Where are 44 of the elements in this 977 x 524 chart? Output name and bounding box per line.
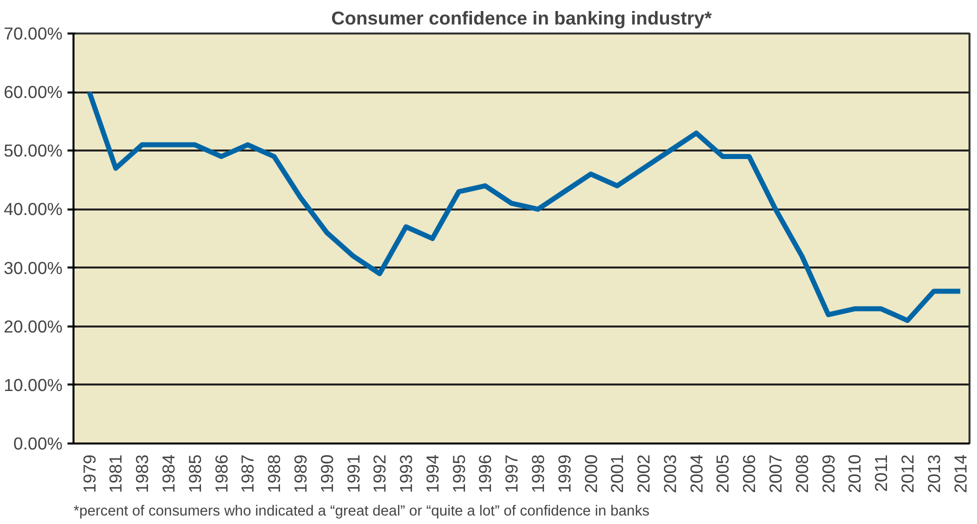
x-tick-label: 1981 <box>106 454 126 494</box>
y-tick-label: 50.00% <box>4 140 63 161</box>
y-tick-label: 20.00% <box>4 316 63 336</box>
x-tick-label: 1997 <box>502 454 522 494</box>
x-tick-label: 1993 <box>396 454 416 494</box>
x-tick-label: 1979 <box>79 454 100 494</box>
x-tick-label: 1992 <box>370 454 390 494</box>
y-tick-label: 40.00% <box>4 199 63 220</box>
x-tick-label: 1986 <box>211 454 232 494</box>
x-tick-label: 2004 <box>686 454 706 494</box>
x-tick-label: 1988 <box>264 454 284 494</box>
x-tick-label: 1996 <box>475 454 496 494</box>
y-tick-label: 30.00% <box>4 258 63 278</box>
x-tick-label: 2002 <box>634 454 654 494</box>
x-tick-label: 2012 <box>897 454 918 494</box>
x-tick-label: 2010 <box>844 454 865 494</box>
x-tick-label: 2000 <box>580 454 601 494</box>
text: *percent of consumers who indicated a “great deal” or “quite a lot” of confidence in banks <box>74 504 650 520</box>
x-tick-label: 2003 <box>660 454 680 494</box>
y-tick-label: 10.00% <box>4 374 63 395</box>
x-tick-label: 2008 <box>792 454 812 494</box>
x-tick-label: 2011 <box>871 454 892 492</box>
x-tick-label: 1987 <box>238 454 258 494</box>
x-tick-label: 1994 <box>422 454 442 494</box>
x-tick-label: 2014 <box>950 454 970 494</box>
x-tick-label: 1983 <box>132 454 152 494</box>
y-tick-label: 70.00% <box>4 24 63 44</box>
x-tick-label: 2013 <box>924 454 944 494</box>
y-tick-label: 60.00% <box>4 82 63 102</box>
x-tick-label: 1999 <box>554 454 574 494</box>
x-tick-label: 2006 <box>739 454 760 494</box>
x-tick-label: 1998 <box>528 454 548 494</box>
x-tick-label: 1985 <box>184 454 205 494</box>
chart-title: Consumer confidence in banking industry* <box>331 8 712 28</box>
x-tick-label: 2001 <box>607 454 628 494</box>
x-tick-label: 2005 <box>712 454 733 494</box>
x-tick-label: 1990 <box>316 454 337 494</box>
x-tick-label: 2009 <box>818 454 838 494</box>
x-tick-label: 1995 <box>448 454 469 494</box>
x-tick-label: 1989 <box>290 454 310 494</box>
x-tick-label: 1984 <box>158 454 179 494</box>
x-tick-label: 1991 <box>343 454 364 494</box>
x-tick-label: 2007 <box>766 454 786 494</box>
y-tick-label: 0.00% <box>13 434 63 454</box>
